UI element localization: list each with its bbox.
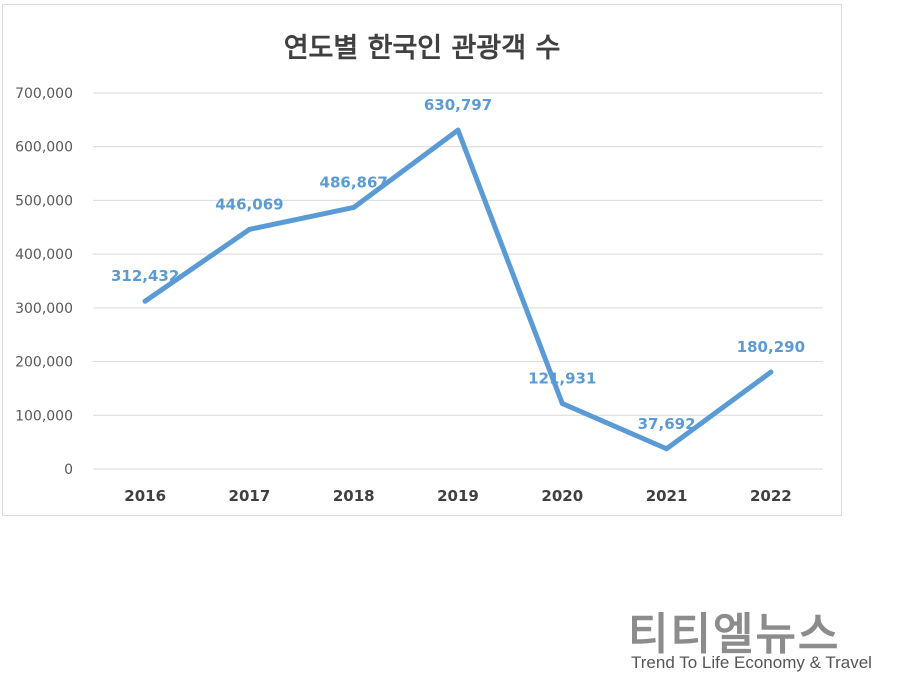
y-tick-label: 300,000 (15, 301, 73, 317)
chart-frame: 연도별 한국인 관광객 수 0 100,000 200,000 300,000 400,… (2, 4, 842, 516)
data-label: 630,797 (424, 96, 492, 114)
data-point (559, 401, 565, 407)
data-label: 312,432 (111, 267, 179, 285)
y-tick-label: 0 (64, 462, 73, 478)
data-label: 180,290 (737, 338, 805, 356)
data-labels: 312,432 446,069 486,867 630,797 121,931 37,69… (111, 96, 805, 433)
data-point (455, 127, 461, 133)
data-point (664, 446, 670, 452)
x-category-label: 2021 (646, 487, 688, 505)
y-tick-label: 400,000 (15, 247, 73, 263)
x-category-label: 2016 (124, 487, 166, 505)
data-point (142, 298, 148, 304)
brand-name: 티티엘뉴스 (628, 609, 841, 660)
y-axis-ticks: 0 100,000 200,000 300,000 400,000 500,000 600,… (15, 86, 73, 478)
series-line (142, 127, 774, 452)
data-point (246, 226, 252, 232)
x-category-label: 2022 (750, 487, 792, 505)
data-point (768, 369, 774, 375)
data-label: 121,931 (528, 370, 596, 388)
brand-logo: 티티엘뉴스 Trend To Life Economy & Travel (628, 598, 898, 678)
line-chart: 연도별 한국인 관광객 수 0 100,000 200,000 300,000 400,… (15, 33, 823, 505)
x-category-label: 2017 (229, 487, 271, 505)
data-label: 446,069 (215, 195, 283, 213)
data-label: 486,867 (320, 173, 388, 191)
y-tick-label: 500,000 (15, 193, 73, 209)
x-category-label: 2018 (333, 487, 375, 505)
y-tick-label: 600,000 (15, 140, 73, 156)
brand-tagline: Trend To Life Economy & Travel (631, 653, 872, 672)
y-tick-label: 100,000 (15, 408, 73, 424)
data-point (351, 204, 357, 210)
y-tick-label: 200,000 (15, 355, 73, 371)
x-category-label: 2020 (541, 487, 583, 505)
data-label: 37,692 (638, 415, 696, 433)
chart-title: 연도별 한국인 관광객 수 (284, 33, 561, 64)
y-tick-label: 700,000 (15, 86, 73, 102)
series (142, 127, 774, 452)
x-category-label: 2019 (437, 487, 479, 505)
x-axis-categories: 2016 2017 2018 2019 2020 2021 2022 (124, 487, 791, 505)
